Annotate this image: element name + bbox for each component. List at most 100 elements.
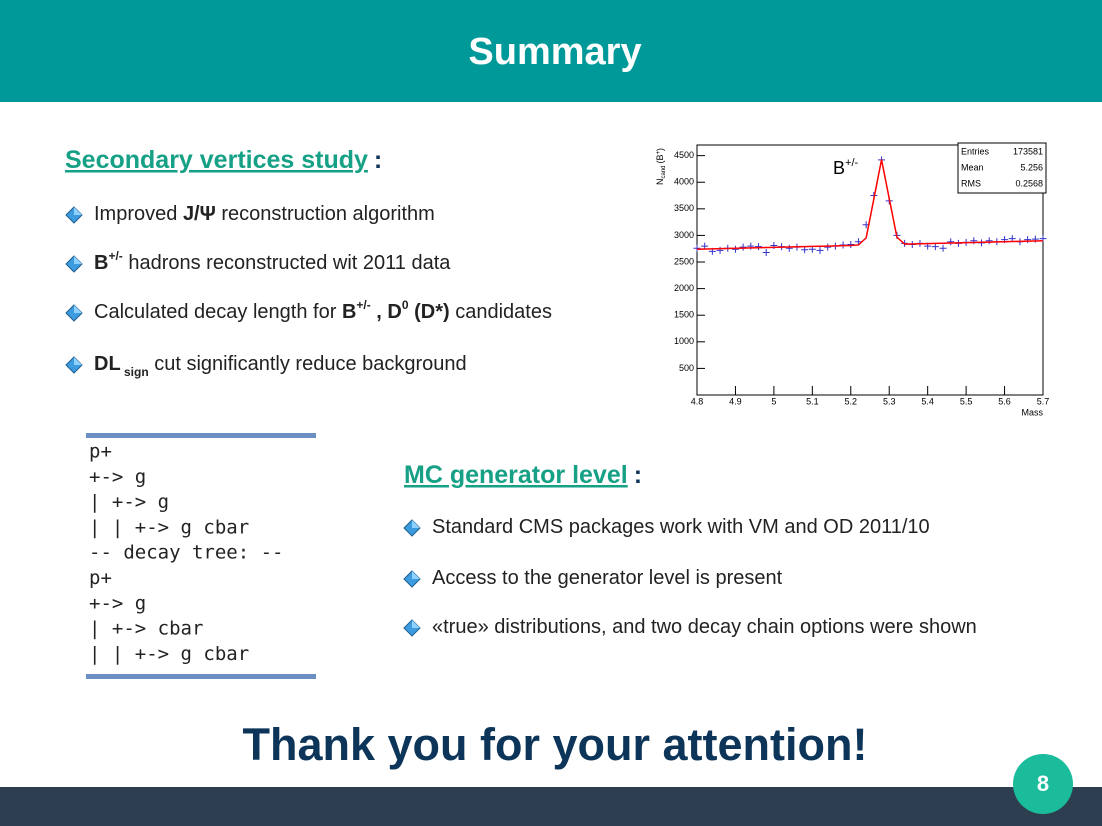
text-run: B <box>94 252 108 274</box>
data-point <box>824 243 832 251</box>
code-box: p+ +-> g | +-> g | | +-> g cbar -- decay tre… <box>86 433 316 679</box>
annotation-text: B <box>833 158 845 178</box>
text-run: B <box>342 301 356 323</box>
text-run: 0 <box>402 298 409 312</box>
code-line: p+ <box>89 567 112 589</box>
x-tick-label: 5.5 <box>960 396 973 406</box>
bullet-shine <box>412 571 420 579</box>
x-tick-label: 5.7 <box>1037 396 1050 406</box>
y-label-part: N <box>655 179 665 186</box>
data-point <box>847 240 855 248</box>
text-run: sign <box>121 365 149 379</box>
y-tick-label: 1000 <box>674 336 694 346</box>
bullet-shine <box>412 520 420 528</box>
fit-curve <box>696 159 1044 251</box>
bullet-text: Improved J/Ψ reconstruction algorithm <box>94 203 435 225</box>
text-run: candidates <box>450 301 552 323</box>
section-heading: MC generator level: <box>404 461 642 489</box>
y-label-part: ) <box>655 148 665 151</box>
bullet-shine <box>74 256 82 264</box>
stats-label: Entries <box>961 146 990 156</box>
stats-label: RMS <box>961 178 981 188</box>
x-tick-label: 5.6 <box>998 396 1011 406</box>
code-bg <box>86 434 316 678</box>
x-tick-label: 5.2 <box>845 396 858 406</box>
data-point <box>693 244 701 252</box>
x-tick-label: 5.3 <box>883 396 896 406</box>
y-axis-label: Ncand (B+) <box>655 148 667 185</box>
text-run: Calculated decay length for <box>94 301 342 323</box>
x-tick-label: 5.1 <box>806 396 819 406</box>
bullet-shine <box>74 305 82 313</box>
slide-title: Summary <box>468 31 641 73</box>
stats-box <box>957 142 1047 194</box>
text-run: «true» distributions, and two decay chai… <box>432 616 977 638</box>
code-border <box>86 433 316 438</box>
annotation-sup: +/- <box>845 157 858 169</box>
y-tick-label: 2500 <box>674 256 694 266</box>
heading-colon: : <box>374 146 382 174</box>
bullet-text: Access to the generator level is present <box>432 567 783 589</box>
data-point <box>947 238 955 246</box>
heading-link: Secondary vertices study <box>65 146 368 174</box>
text-run: reconstruction algorithm <box>216 203 435 225</box>
code-line: | | +-> g cbar <box>89 516 249 538</box>
data-point <box>801 246 809 254</box>
data-point <box>731 245 739 253</box>
header-bar <box>0 0 1102 102</box>
annotation: B+/- <box>833 157 858 178</box>
section-heading: Secondary vertices study: <box>65 146 382 174</box>
code-line: | +-> cbar <box>89 618 203 640</box>
x-axis-label: Mass <box>1021 407 1043 417</box>
x-tick-label: 5.4 <box>921 396 934 406</box>
y-label-part: + <box>656 150 662 154</box>
stats-label: Mean <box>961 162 984 172</box>
code-line: | +-> g <box>89 491 169 513</box>
text-run: , D <box>371 301 402 323</box>
bullet-shine <box>74 207 82 215</box>
bullet-shine <box>412 620 420 628</box>
heading-colon: : <box>634 461 642 489</box>
data-point <box>755 243 763 251</box>
stats-value: 5.256 <box>1020 162 1043 172</box>
text-run: +/- <box>356 298 370 312</box>
bullet-text: Standard CMS packages work with VM and O… <box>432 516 930 538</box>
y-tick-label: 4500 <box>674 150 694 160</box>
text-run: Standard CMS packages work with VM and O… <box>432 516 930 538</box>
text-run: Improved <box>94 203 183 225</box>
stats-value: 173581 <box>1013 146 1043 156</box>
data-point <box>785 244 793 252</box>
bullet-shine <box>74 357 82 365</box>
bullet-text: B+/- hadrons reconstructed wit 2011 data <box>94 249 451 274</box>
y-tick-label: 2000 <box>674 283 694 293</box>
x-tick-label: 5 <box>771 396 776 406</box>
text-run: Access to the generator level is present <box>432 567 783 589</box>
code-line: +-> g <box>89 592 146 614</box>
code-line: p+ <box>89 441 112 463</box>
footer-bar <box>0 787 1102 826</box>
bullet-text: «true» distributions, and two decay chai… <box>432 616 977 638</box>
code-line: | | +-> g cbar <box>89 643 249 665</box>
y-label-part: (B <box>655 154 665 163</box>
bullet-text: DL sign cut significantly reduce backgro… <box>94 353 467 379</box>
x-tick-label: 4.9 <box>729 396 742 406</box>
page-badge <box>1013 754 1073 814</box>
heading-link: MC generator level <box>404 461 628 489</box>
text-run: cut significantly reduce background <box>149 353 467 375</box>
data-point <box>762 248 770 256</box>
data-point <box>985 237 993 245</box>
text-run: +/- <box>108 249 122 263</box>
y-tick-label: 4000 <box>674 177 694 187</box>
stats-value: 0.2568 <box>1015 178 1043 188</box>
data-point <box>739 243 747 251</box>
bullet-text: Calculated decay length for B+/- , D0 (D… <box>94 298 552 323</box>
text-run: J/Ψ <box>183 203 216 225</box>
y-label-part: cand <box>661 165 667 178</box>
x-tick-label: 4.8 <box>691 396 704 406</box>
y-tick-label: 500 <box>679 363 694 373</box>
plot-frame <box>696 144 1044 396</box>
text-run: hadrons reconstructed wit 2011 data <box>123 252 451 274</box>
data-point <box>1024 236 1032 244</box>
thanks: Thank you for your attention! <box>243 719 868 770</box>
